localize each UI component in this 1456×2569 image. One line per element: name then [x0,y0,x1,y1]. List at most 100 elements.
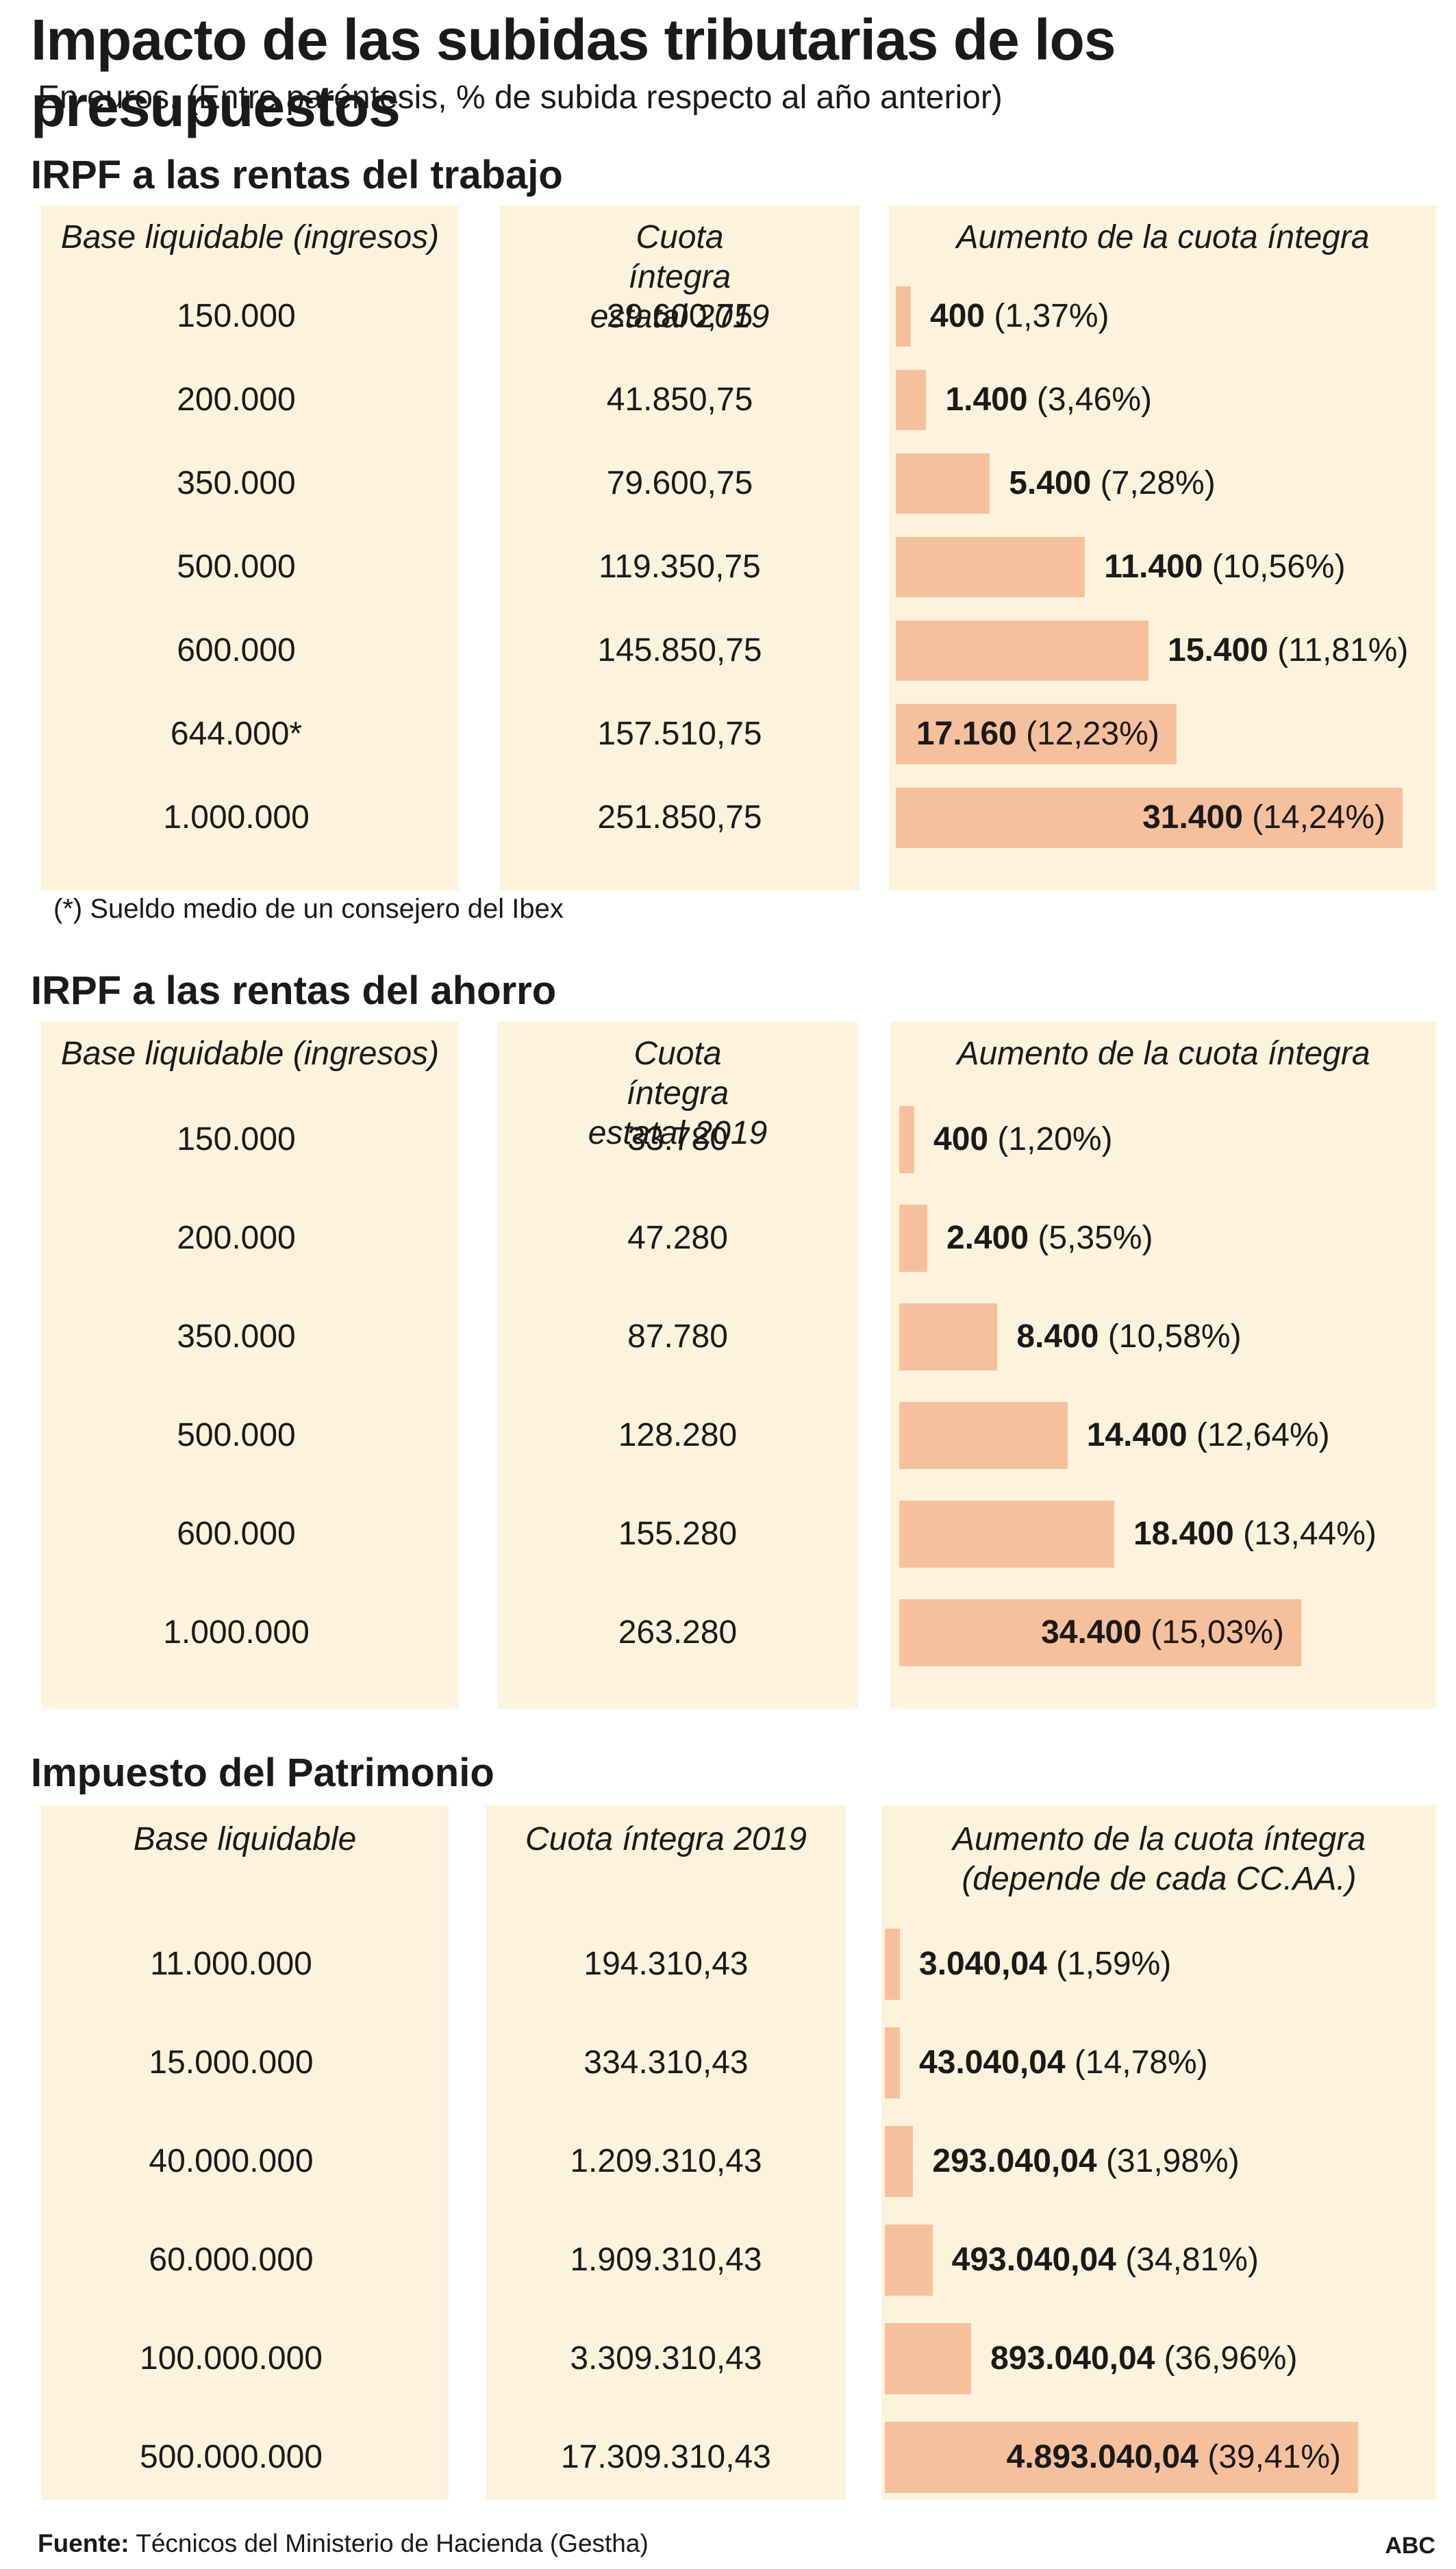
base-liquidable-cell: 100.000.000 [140,2340,323,2377]
increase-label: 18.400 (13,44%) [1133,1514,1377,1555]
cuota-integra-cell: 47.280 [627,1220,728,1256]
cuota-integra-cell: 155.280 [618,1516,738,1552]
increase-label: 5.400 (7,28%) [1009,463,1216,504]
column-header: Cuota íntegra estatal 2019 [588,1036,768,1151]
increase-value: 3.040,04 [919,1946,1047,1982]
base-liquidable-cell: 150.000 [177,1121,296,1157]
increase-bar [885,2126,914,2197]
increase-label: 493.040,04 (34,81%) [952,2240,1259,2281]
increase-percent: (5,35%) [1029,1220,1153,1256]
increase-value: 493.040,04 [951,2242,1116,2278]
increase-value: 31.400 [1142,799,1243,836]
cuota-integra-cell: 263.280 [618,1614,738,1651]
source-text: Técnicos del Ministerio de Hacienda (Ges… [129,2529,649,2557]
base-liquidable-cell: 1.000.000 [163,799,310,836]
column-panel [41,1022,459,1709]
column-header: Base liquidable [133,1821,357,1857]
cuota-integra-cell: 3.309.310,43 [570,2340,762,2377]
column-header: Aumento de la cuota íntegra [957,1036,1370,1072]
increase-value: 400 [930,298,986,334]
increase-label: 11.400 (10,56%) [1104,547,1345,588]
increase-label: 15.400 (11,81%) [1168,630,1408,671]
cuota-integra-cell: 87.780 [627,1318,728,1355]
increase-percent: (34,81%) [1116,2242,1259,2278]
increase-label: 1.400 (3,46%) [945,379,1152,421]
base-liquidable-cell: 350.000 [177,465,296,501]
section-title: IRPF a las rentas del trabajo [31,153,563,197]
cuota-integra-cell: 79.600,75 [606,465,753,501]
increase-bar [885,1929,900,2000]
increase-label: 893.040,04 (36,96%) [990,2338,1297,2379]
increase-bar [899,1205,927,1272]
base-liquidable-cell: 600.000 [177,632,296,668]
column-header: Aumento de la cuota íntegra (depende de … [952,1821,1366,1897]
cuota-integra-cell: 1.909.310,43 [570,2242,762,2278]
source-label: Fuente: [38,2529,129,2557]
increase-label: 31.400 (14,24%) [1142,797,1385,838]
increase-percent: (31,98%) [1096,2143,1240,2179]
base-liquidable-cell: 200.000 [177,381,296,418]
increase-bar [896,704,1177,764]
base-liquidable-cell: 40.000.000 [149,2143,314,2179]
column-panel [881,1805,1437,2500]
base-liquidable-cell: 500.000 [177,549,296,585]
cuota-integra-cell: 157.510,75 [597,716,762,752]
increase-percent: (1,20%) [988,1121,1113,1157]
increase-value: 43.040,04 [919,2044,1066,2081]
increase-percent: (12,64%) [1187,1417,1330,1453]
increase-bar [896,286,911,347]
column-header: Cuota íntegra 2019 [525,1821,807,1857]
brand-label: ABC [1385,2533,1435,2559]
column-header: Aumento de la cuota íntegra [956,219,1370,255]
base-liquidable-cell: 15.000.000 [149,2044,314,2081]
base-liquidable-cell: 500.000 [177,1417,296,1453]
increase-label: 400 (1,37%) [930,296,1109,337]
increase-value: 893.040,04 [990,2340,1155,2377]
increase-bar [885,2225,933,2296]
increase-percent: (3,46%) [1027,381,1152,418]
increase-label: 400 (1,20%) [933,1119,1113,1160]
increase-label: 34.400 (15,03%) [1041,1612,1284,1653]
column-header: Base liquidable (ingresos) [60,219,440,255]
increase-value: 11.400 [1104,549,1203,585]
cuota-integra-cell: 1.209.310,43 [570,2143,762,2179]
increase-value: 2.400 [946,1220,1029,1256]
increase-label: 17.160 (12,23%) [916,714,1159,755]
column-panel [498,1022,857,1709]
increase-percent: (10,56%) [1203,549,1346,585]
column-header: Cuota íntegra estatal 2019 [590,219,770,335]
increase-percent: (13,44%) [1233,1516,1377,1552]
increase-percent: (10,58%) [1099,1318,1242,1355]
cuota-integra-cell: 41.850,75 [606,381,753,418]
increase-bar [899,1303,998,1370]
footnote: (*) Sueldo medio de un consejero del Ibe… [53,894,564,924]
increase-bar [899,1501,1114,1568]
section-title: Impuesto del Patrimonio [31,1751,494,1795]
increase-bar [896,788,1403,848]
increase-percent: (15,03%) [1141,1614,1284,1651]
section-title: IRPF a las rentas del ahorro [31,968,557,1013]
increase-value: 18.400 [1133,1516,1234,1552]
increase-percent: (14,24%) [1242,799,1385,836]
increase-value: 34.400 [1041,1614,1142,1651]
cuota-integra-cell: 145.850,75 [597,632,762,668]
base-liquidable-cell: 150.000 [177,298,296,334]
base-liquidable-cell: 644.000* [170,716,303,752]
increase-bar [896,537,1085,597]
increase-percent: (7,28%) [1091,465,1216,501]
base-liquidable-cell: 350.000 [177,1318,296,1355]
increase-label: 43.040,04 (14,78%) [919,2042,1208,2083]
increase-bar [896,370,927,430]
increase-label: 293.040,04 (31,98%) [932,2141,1239,2182]
increase-value: 400 [933,1121,989,1157]
base-liquidable-cell: 1.000.000 [163,1614,310,1651]
cuota-integra-cell: 128.280 [618,1417,738,1453]
increase-label: 2.400 (5,35%) [946,1218,1153,1259]
increase-label: 4.893.040,04 (39,41%) [1007,2437,1341,2478]
column-panel [41,1805,449,2500]
increase-label: 14.400 (12,64%) [1087,1415,1330,1456]
column-panel [500,205,859,890]
column-header: Base liquidable (ingresos) [60,1036,440,1072]
increase-value: 5.400 [1009,465,1092,501]
increase-percent: (11,81%) [1268,632,1409,668]
